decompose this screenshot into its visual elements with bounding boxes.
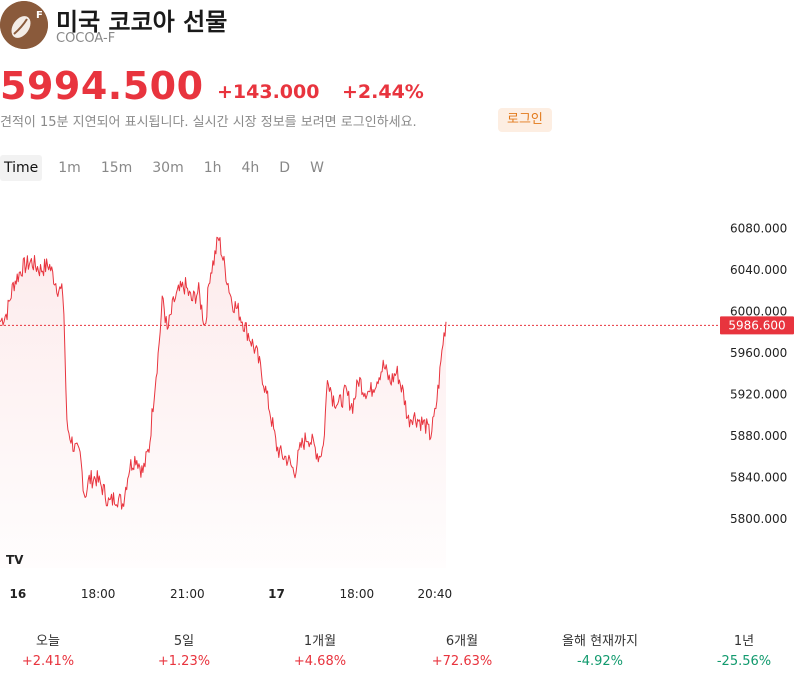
time-range-tabs: Time 1m 15m 30m 1h 4h D W — [0, 155, 340, 181]
price-line — [0, 236, 447, 510]
x-tick-label: 20:40 — [418, 587, 453, 601]
stat-value: +1.23% — [157, 654, 211, 669]
cocoa-bean-icon: F — [0, 1, 48, 49]
y-tick-label: 5880.000 — [730, 429, 787, 443]
delay-notice: 견적이 15분 지연되어 표시됩니다. 실시간 시장 정보를 보려면 로그인하세… — [0, 115, 417, 130]
stat-label: 1개월 — [303, 634, 337, 649]
range-tab-4h[interactable]: 4h — [241, 160, 260, 176]
price-chart[interactable]: 6080.000 6040.000 6000.000 5960.000 5920.000… — [0, 190, 800, 610]
stat-period: 5일 +1.23% — [116, 632, 252, 672]
stat-value: +72.63% — [431, 654, 493, 669]
stat-period: 1년 -25.56% — [676, 632, 800, 672]
current-price-label: 5986.600 — [728, 318, 785, 332]
x-tick-label: 18:00 — [340, 587, 375, 601]
price-area-fill — [0, 237, 446, 569]
y-tick-label: 5960.000 — [730, 346, 787, 360]
stat-value: -25.56% — [716, 654, 772, 669]
stat-period: 6개월 +72.63% — [394, 632, 530, 672]
range-tab-1h[interactable]: 1h — [203, 160, 222, 176]
range-tab-w[interactable]: W — [310, 160, 324, 176]
stat-label: 올해 현재까지 — [562, 634, 638, 649]
range-tab-1m[interactable]: 1m — [58, 160, 81, 176]
current-price-badge — [720, 316, 794, 335]
ticker-symbol: COCOA-F — [56, 31, 116, 46]
login-button[interactable]: 로그인 — [498, 108, 552, 132]
range-tab-30m[interactable]: 30m — [152, 160, 184, 176]
stat-period: 오늘 +2.41% — [0, 632, 116, 672]
logo-letter: F — [36, 10, 43, 21]
price-change-percent: +2.44% — [342, 81, 424, 103]
y-tick-label: 5920.000 — [730, 388, 787, 402]
price-change: +143.000 — [217, 81, 320, 103]
y-tick-label: 5840.000 — [730, 471, 787, 485]
y-tick-label: 6080.000 — [730, 221, 787, 235]
stat-period: 1개월 +4.68% — [252, 632, 388, 672]
stat-label: 5일 — [173, 634, 195, 649]
current-price: 5994.500 — [0, 64, 204, 108]
y-tick-label: 6040.000 — [730, 263, 787, 277]
stat-label: 1년 — [733, 634, 755, 649]
stat-value: -4.92% — [577, 654, 623, 669]
range-tab-d[interactable]: D — [279, 160, 291, 176]
stat-label: 오늘 — [36, 634, 60, 649]
stat-value: +2.41% — [21, 654, 75, 669]
y-tick-label: 5800.000 — [730, 512, 787, 526]
x-tick-label: 16 — [9, 587, 26, 601]
x-tick-label: 17 — [268, 587, 285, 601]
x-tick-label: 21:00 — [170, 587, 205, 601]
range-tab-15m[interactable]: 15m — [100, 160, 133, 176]
tradingview-logo-icon: TV — [6, 553, 24, 567]
range-tab-time[interactable]: Time — [0, 155, 43, 181]
stat-label: 6개월 — [445, 634, 479, 649]
x-tick-label: 18:00 — [81, 587, 116, 601]
page-title: 미국 코코아 선물 — [56, 8, 228, 36]
stat-period: 올해 현재까지 -4.92% — [532, 632, 668, 672]
y-tick-label: 6000.000 — [730, 304, 787, 318]
stat-value: +4.68% — [293, 654, 347, 669]
